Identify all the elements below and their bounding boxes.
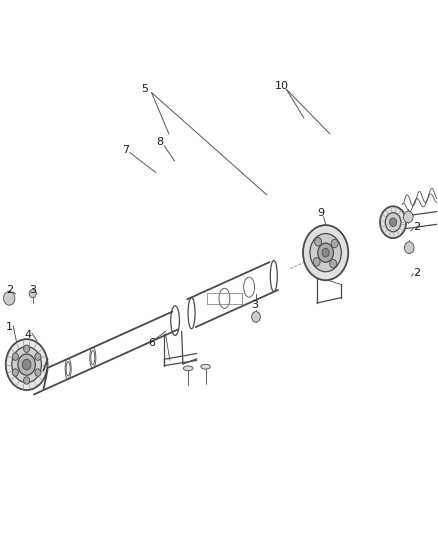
- Circle shape: [29, 289, 36, 298]
- Circle shape: [322, 248, 329, 257]
- Text: 6: 6: [148, 338, 155, 349]
- Circle shape: [330, 260, 337, 268]
- Text: 7: 7: [122, 145, 129, 155]
- Circle shape: [35, 369, 41, 376]
- Text: 5: 5: [141, 84, 148, 94]
- Circle shape: [24, 377, 30, 384]
- Text: 8: 8: [157, 137, 164, 147]
- Circle shape: [4, 292, 15, 305]
- Circle shape: [313, 257, 320, 266]
- Circle shape: [403, 211, 413, 223]
- Circle shape: [380, 206, 406, 238]
- Text: 9: 9: [318, 208, 325, 219]
- Circle shape: [12, 346, 42, 383]
- Circle shape: [331, 239, 338, 248]
- Text: 2: 2: [6, 285, 13, 295]
- Circle shape: [22, 359, 31, 370]
- Text: 2: 2: [413, 222, 420, 232]
- Text: 10: 10: [275, 81, 289, 91]
- Ellipse shape: [184, 366, 193, 370]
- Circle shape: [314, 237, 321, 246]
- Circle shape: [6, 339, 47, 390]
- Circle shape: [18, 354, 35, 375]
- Circle shape: [252, 312, 260, 322]
- Circle shape: [303, 225, 348, 280]
- Circle shape: [12, 353, 18, 360]
- Circle shape: [404, 242, 414, 254]
- Text: 3: 3: [251, 300, 258, 310]
- Circle shape: [390, 218, 396, 227]
- Text: 2: 2: [413, 268, 420, 278]
- Circle shape: [12, 369, 18, 376]
- Text: 4: 4: [25, 330, 32, 341]
- Text: 1: 1: [6, 322, 13, 333]
- Circle shape: [24, 345, 30, 352]
- Circle shape: [35, 353, 41, 360]
- Circle shape: [310, 233, 341, 272]
- Circle shape: [318, 243, 333, 262]
- Ellipse shape: [201, 365, 210, 369]
- Text: 3: 3: [29, 285, 36, 295]
- Circle shape: [385, 213, 401, 232]
